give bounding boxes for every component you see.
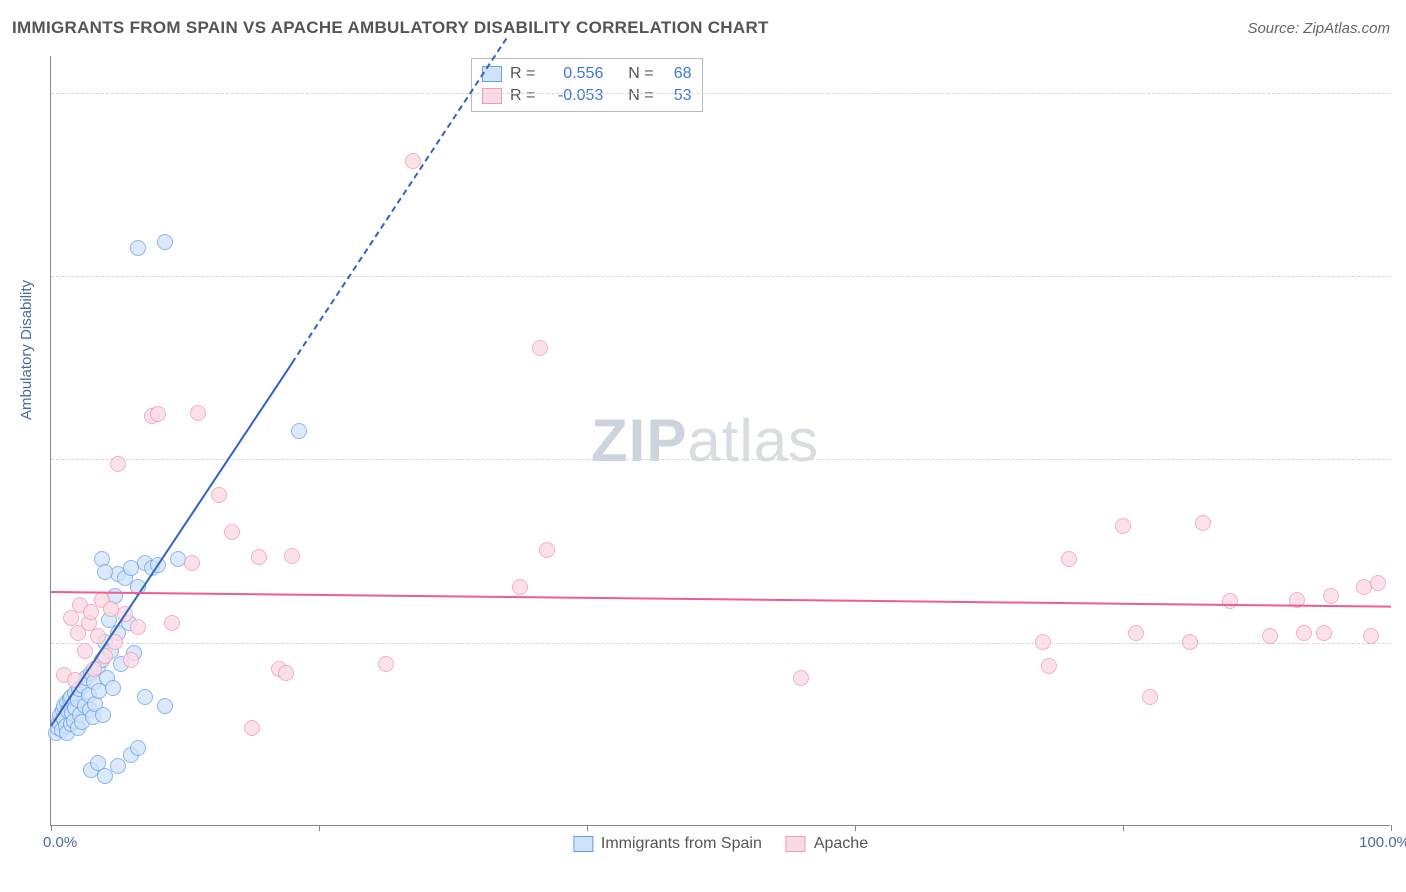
scatter-point-apache [284, 548, 300, 564]
legend-item: Apache [786, 835, 868, 853]
x-tick-mark [855, 825, 856, 831]
swatch-apache [482, 88, 502, 104]
scatter-point-apache [164, 615, 180, 631]
stats-row-apache: R =-0.053 N =53 [482, 85, 692, 107]
x-tick-mark [1391, 825, 1392, 831]
scatter-point-apache [150, 406, 166, 422]
bottom-legend: Immigrants from Spain Apache [573, 835, 868, 853]
stats-row-spain: R =0.556 N =68 [482, 63, 692, 85]
scatter-point-apache [278, 665, 294, 681]
scatter-point-apache [130, 619, 146, 635]
legend-label: Immigrants from Spain [601, 835, 762, 853]
scatter-point-apache [793, 670, 809, 686]
x-tick-mark [51, 825, 52, 831]
legend-label: Apache [814, 835, 868, 853]
trend-line [51, 591, 1391, 608]
plot-area: ZIPatlas R =0.556 N =68 R =-0.053 N =53 … [50, 56, 1390, 826]
scatter-point-apache [512, 579, 528, 595]
y-tick-label: 40.0% [1395, 84, 1406, 101]
scatter-point-apache [378, 656, 394, 672]
scatter-point-apache [190, 405, 206, 421]
x-tick-mark [319, 825, 320, 831]
scatter-point-spain [105, 680, 121, 696]
scatter-point-apache [1323, 588, 1339, 604]
scatter-point-spain [95, 707, 111, 723]
scatter-point-apache [1035, 634, 1051, 650]
scatter-point-apache [1115, 518, 1131, 534]
scatter-point-apache [1222, 593, 1238, 609]
scatter-point-spain [110, 758, 126, 774]
scatter-point-apache [1296, 625, 1312, 641]
y-tick-label: 10.0% [1395, 634, 1406, 651]
watermark: ZIPatlas [591, 406, 819, 475]
trend-line [291, 38, 507, 364]
scatter-point-apache [1262, 628, 1278, 644]
scatter-point-apache [532, 340, 548, 356]
y-axis-label: Ambulatory Disability [18, 280, 35, 420]
scatter-point-apache [251, 549, 267, 565]
grid-line [51, 93, 1390, 94]
y-tick-label: 20.0% [1395, 451, 1406, 468]
chart-source: Source: ZipAtlas.com [1247, 20, 1390, 37]
scatter-point-apache [1142, 689, 1158, 705]
legend-swatch [573, 836, 593, 852]
scatter-point-apache [1363, 628, 1379, 644]
scatter-point-apache [184, 555, 200, 571]
scatter-point-spain [137, 689, 153, 705]
scatter-point-apache [1370, 575, 1386, 591]
scatter-point-apache [1182, 634, 1198, 650]
scatter-point-apache [1061, 551, 1077, 567]
scatter-point-apache [1128, 625, 1144, 641]
x-tick-mark [1123, 825, 1124, 831]
scatter-point-apache [110, 456, 126, 472]
scatter-point-apache [539, 542, 555, 558]
scatter-point-spain [130, 240, 146, 256]
scatter-point-spain [97, 564, 113, 580]
y-tick-label: 30.0% [1395, 268, 1406, 285]
scatter-point-spain [291, 423, 307, 439]
scatter-point-apache [405, 153, 421, 169]
trend-line [50, 363, 293, 727]
legend-item: Immigrants from Spain [573, 835, 762, 853]
scatter-point-apache [90, 628, 106, 644]
scatter-point-apache [211, 487, 227, 503]
scatter-point-spain [157, 234, 173, 250]
chart-title: IMMIGRANTS FROM SPAIN VS APACHE AMBULATO… [12, 18, 769, 38]
scatter-point-spain [157, 698, 173, 714]
grid-line [51, 459, 1390, 460]
scatter-point-apache [83, 604, 99, 620]
scatter-point-apache [1041, 658, 1057, 674]
scatter-point-apache [244, 720, 260, 736]
scatter-point-spain [130, 740, 146, 756]
legend-swatch [786, 836, 806, 852]
scatter-point-apache [123, 652, 139, 668]
scatter-point-apache [1195, 515, 1211, 531]
grid-line [51, 276, 1390, 277]
stats-legend: R =0.556 N =68 R =-0.053 N =53 [471, 58, 703, 112]
x-tick-max: 100.0% [1359, 834, 1406, 851]
x-tick-mark [587, 825, 588, 831]
x-tick-min: 0.0% [43, 834, 77, 851]
scatter-point-apache [1316, 625, 1332, 641]
scatter-point-apache [224, 524, 240, 540]
scatter-point-apache [77, 643, 93, 659]
